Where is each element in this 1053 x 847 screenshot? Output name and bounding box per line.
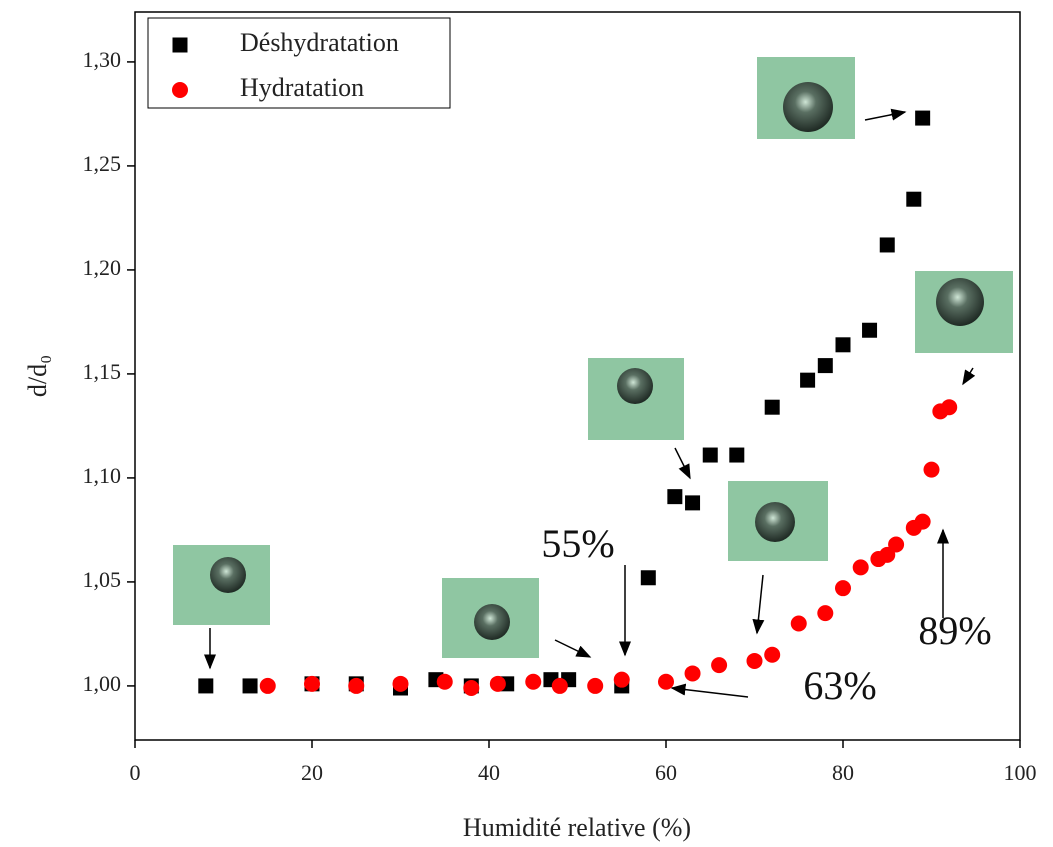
x-tick-label: 40 <box>478 760 500 785</box>
square-point <box>242 678 258 694</box>
square-point <box>172 37 188 53</box>
circle-point <box>790 615 807 632</box>
circle-point <box>835 580 851 597</box>
circle-point <box>304 675 320 692</box>
square-point <box>702 447 718 463</box>
square-point <box>729 447 745 463</box>
circle-point <box>684 665 701 682</box>
circle-point <box>711 657 728 674</box>
y-tick-label: 1,00 <box>83 671 122 696</box>
circle-point <box>348 677 365 694</box>
legend-label: Hydratation <box>240 73 364 102</box>
square-point <box>879 237 895 253</box>
circle-point <box>888 536 905 553</box>
x-tick-label: 100 <box>1004 760 1037 785</box>
x-tick-label: 0 <box>130 760 141 785</box>
square-point <box>915 110 931 126</box>
square-point <box>667 489 683 505</box>
square-point <box>640 570 656 586</box>
annotation: 55% <box>541 521 614 566</box>
square-point <box>835 337 851 353</box>
y-tick-label: 1,05 <box>83 567 122 592</box>
y-tick-label: 1,25 <box>83 151 122 176</box>
circle-point <box>392 675 409 692</box>
x-tick-label: 60 <box>655 760 677 785</box>
x-tick-label: 20 <box>301 760 323 785</box>
y-tick-label: 1,20 <box>83 255 122 280</box>
x-tick-label: 80 <box>832 760 854 785</box>
circle-point <box>489 675 506 692</box>
legend-box <box>147 17 451 109</box>
circle-point <box>587 677 604 694</box>
circle-point <box>551 677 568 694</box>
square-point <box>906 191 922 207</box>
circle-point <box>436 673 453 690</box>
circle-point <box>914 513 931 530</box>
circle-point <box>172 82 188 98</box>
y-tick-label: 1,15 <box>83 359 122 384</box>
circle-point <box>658 673 674 690</box>
annotation: 63% <box>803 663 876 708</box>
annotation: 89% <box>918 608 991 653</box>
square-point <box>685 495 701 511</box>
circle-point <box>525 673 542 690</box>
x-axis-label: Humidité relative (%) <box>463 813 691 842</box>
legend-label: Déshydratation <box>240 28 399 57</box>
circle-point <box>463 680 480 696</box>
circle-point <box>923 461 940 478</box>
circle-point <box>817 605 834 622</box>
circle-point <box>941 399 958 416</box>
square-point <box>764 399 780 415</box>
circle-point <box>259 677 276 694</box>
circle-point <box>879 546 896 563</box>
arrows <box>204 108 976 698</box>
square-point <box>862 322 878 338</box>
square-point <box>800 372 816 388</box>
y-tick-label: 1,30 <box>83 47 122 72</box>
square-point <box>198 678 214 694</box>
circle-point <box>764 646 781 663</box>
square-point <box>817 358 833 374</box>
circle-point <box>746 652 763 669</box>
circle-point <box>852 559 869 576</box>
plot-frame <box>134 11 1021 741</box>
y-axis-label: d/d₀ <box>23 355 52 397</box>
circle-point <box>613 671 630 688</box>
insets <box>173 57 1013 658</box>
y-tick-label: 1,10 <box>83 463 122 488</box>
